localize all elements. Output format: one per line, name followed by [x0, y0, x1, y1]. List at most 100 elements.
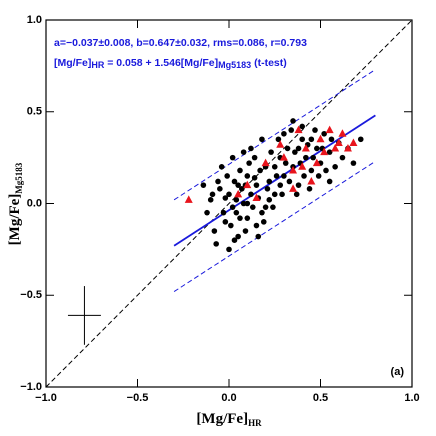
point: [217, 186, 223, 192]
point: [240, 149, 247, 155]
point: [312, 127, 318, 133]
point: [262, 204, 269, 210]
point: [244, 215, 251, 221]
point: [350, 160, 357, 166]
y-tick-label: −0.5: [20, 289, 42, 301]
triangle-point: [349, 138, 358, 146]
point: [288, 127, 295, 133]
point: [315, 173, 322, 179]
point: [218, 164, 225, 170]
point: [231, 237, 238, 243]
point: [228, 222, 234, 229]
point: [257, 167, 263, 174]
point: [213, 241, 219, 247]
point: [284, 145, 291, 152]
panel-label: (a): [391, 366, 405, 378]
triangle-point: [289, 184, 298, 192]
point: [237, 215, 243, 221]
point: [326, 178, 333, 185]
annotation-part: = 0.058 + 1.546[Mg/Fe]: [104, 57, 218, 69]
triangle-point: [234, 189, 243, 198]
annotation-part: [Mg/Fe]: [54, 57, 91, 69]
x-tick-label: 1.0: [404, 392, 419, 404]
point: [332, 164, 338, 170]
point: [277, 182, 284, 188]
point: [248, 145, 254, 152]
point: [306, 186, 313, 192]
point: [357, 136, 364, 143]
point: [321, 130, 327, 137]
point: [308, 136, 315, 143]
point: [251, 154, 258, 161]
point: [255, 233, 262, 240]
point: [273, 173, 280, 179]
triangle-point: [261, 158, 270, 167]
point: [286, 178, 293, 185]
point: [268, 149, 274, 155]
point: [282, 160, 289, 166]
triangle-point: [289, 165, 298, 174]
point: [303, 154, 309, 161]
x-tick-label: 0.0: [221, 392, 236, 404]
point: [310, 154, 316, 161]
point: [222, 219, 229, 225]
point: [209, 191, 216, 198]
triangle-point: [334, 138, 343, 146]
triangle-point: [320, 147, 329, 156]
y-axis-label: [Mg/Fe]Mg5183: [7, 162, 24, 245]
point: [242, 228, 249, 234]
point: [246, 160, 252, 166]
point: [290, 118, 296, 124]
point: [275, 136, 282, 143]
point: [281, 130, 287, 137]
point: [323, 167, 329, 174]
point: [271, 164, 278, 170]
point: [233, 197, 240, 203]
point: [239, 186, 245, 192]
triangle-point: [294, 125, 303, 134]
annotation: [Mg/Fe]HR = 0.058 + 1.546[Mg/Fe]Mg5183 (…: [54, 57, 287, 71]
point: [204, 209, 210, 216]
triangle-point: [252, 193, 261, 201]
point: [226, 191, 232, 198]
y-tick-label: −1.0: [20, 381, 42, 393]
point: [301, 173, 307, 179]
point: [266, 178, 273, 185]
annotation-sub: HR: [91, 60, 104, 70]
point: [207, 197, 214, 203]
point: [200, 182, 207, 188]
point: [293, 191, 300, 198]
triangle-point: [338, 129, 347, 137]
dashed-line: [45, 19, 413, 388]
y-tick-label: 0.5: [27, 106, 42, 118]
y-axis-label-main: [Mg/Fe]: [7, 194, 23, 246]
point: [229, 204, 236, 210]
point: [244, 200, 251, 207]
x-tick-label: −0.5: [127, 392, 149, 404]
point: [271, 191, 278, 198]
point: [248, 191, 254, 198]
point: [281, 173, 287, 179]
point: [270, 204, 276, 210]
point: [308, 167, 315, 174]
triangle-point: [325, 125, 334, 134]
point: [233, 209, 240, 216]
x-tick-label: 0.5: [313, 392, 328, 404]
annotation-sub: Mg5183: [218, 60, 251, 70]
fit-line: [173, 114, 376, 247]
x-axis-label-sub: HR: [248, 418, 262, 428]
annotation: a=−0.037±0.008, b=0.647±0.032, rms=0.086…: [54, 37, 307, 49]
triangle-point: [307, 176, 316, 185]
y-axis-label-sub: Mg5183: [14, 162, 24, 193]
triangle-point: [316, 134, 325, 143]
y-tick-label: 1.0: [27, 14, 42, 26]
annotation-part: (t-test): [251, 57, 287, 69]
triangle-point: [298, 162, 307, 170]
x-axis-label-main: [Mg/Fe]: [196, 411, 248, 427]
point: [229, 154, 236, 161]
point: [326, 149, 333, 155]
point: [260, 219, 267, 225]
point: [279, 191, 285, 198]
point: [224, 173, 230, 179]
